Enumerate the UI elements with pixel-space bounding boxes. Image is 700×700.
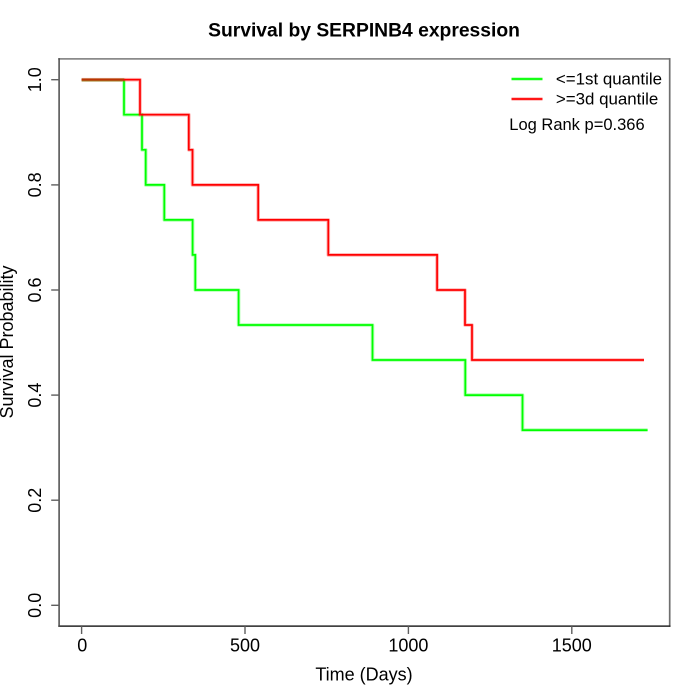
svg-text:>=3d quantile: >=3d quantile — [556, 89, 658, 108]
svg-text:500: 500 — [230, 635, 260, 655]
svg-text:0: 0 — [77, 635, 87, 655]
svg-text:Survival Probability: Survival Probability — [0, 265, 17, 418]
svg-text:1000: 1000 — [388, 635, 428, 655]
svg-text:Log Rank p=0.366: Log Rank p=0.366 — [509, 116, 644, 134]
svg-text:0.8: 0.8 — [25, 172, 45, 197]
svg-text:1.0: 1.0 — [25, 67, 45, 92]
svg-text:Survival by SERPINB4 expressio: Survival by SERPINB4 expression — [208, 21, 520, 42]
svg-text:Time (Days): Time (Days) — [315, 664, 412, 684]
svg-text:<=1st quantile: <=1st quantile — [556, 70, 662, 89]
svg-text:0.4: 0.4 — [25, 383, 45, 408]
svg-text:1500: 1500 — [552, 635, 592, 655]
svg-text:0.0: 0.0 — [25, 593, 45, 618]
svg-text:0.2: 0.2 — [25, 488, 45, 513]
svg-text:0.6: 0.6 — [25, 277, 45, 302]
